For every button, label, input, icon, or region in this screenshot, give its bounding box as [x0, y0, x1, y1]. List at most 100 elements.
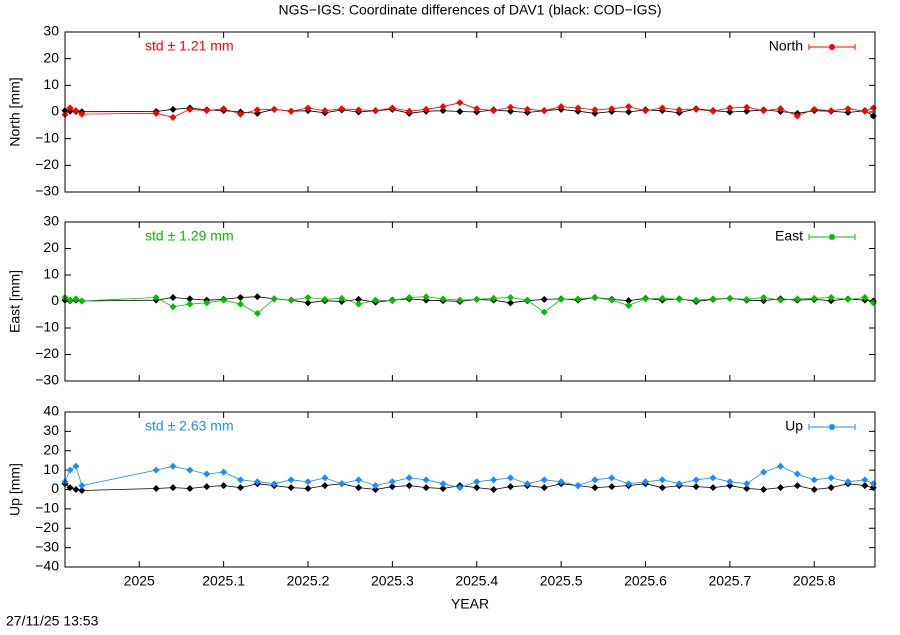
data-point [237, 294, 244, 302]
data-point [405, 294, 413, 302]
data-point [237, 300, 244, 308]
data-point [321, 474, 329, 482]
data-point [861, 294, 869, 302]
y-tick-label: −30 [35, 538, 59, 554]
data-point [304, 478, 312, 486]
x-tick-label: 2025.2 [287, 573, 330, 589]
x-tick-label: 2025.1 [202, 573, 245, 589]
data-point [743, 103, 751, 111]
chart-title: NGS−IGS: Coordinate differences of DAV1 … [278, 2, 661, 18]
data-point [574, 104, 582, 112]
data-point [422, 105, 430, 113]
data-point [439, 485, 447, 493]
data-point [237, 110, 244, 118]
data-point [523, 105, 531, 113]
data-point [321, 482, 329, 490]
data-point [220, 482, 228, 490]
data-point [760, 486, 768, 493]
plot-frame [64, 31, 876, 193]
data-point [743, 485, 751, 493]
data-point [726, 482, 734, 490]
data-point [270, 295, 278, 303]
data-point [490, 107, 498, 115]
data-point [473, 484, 481, 492]
data-point [78, 110, 86, 118]
data-point [760, 468, 768, 476]
data-point [810, 105, 818, 113]
data-point [388, 104, 396, 112]
data-point [507, 294, 514, 302]
data-point [372, 486, 379, 493]
data-point [557, 295, 565, 303]
data-point [709, 474, 717, 482]
data-point [608, 296, 616, 304]
data-point [253, 309, 261, 317]
data-point [869, 104, 877, 112]
data-point [507, 299, 514, 307]
data-point [355, 295, 363, 303]
data-point [388, 297, 396, 305]
data-point [372, 107, 379, 115]
data-point [338, 105, 346, 113]
data-point [760, 107, 768, 115]
data-point [743, 107, 751, 115]
data-point [861, 476, 869, 484]
data-point [540, 476, 548, 484]
data-point [439, 480, 447, 488]
data-point [625, 108, 633, 116]
data-point [253, 293, 261, 301]
data-point [844, 109, 852, 117]
data-point [152, 109, 160, 117]
x-tick-label: 2025.5 [540, 573, 583, 589]
legend-swatch [829, 234, 835, 240]
data-point [203, 107, 211, 115]
data-point [405, 474, 413, 482]
data-point [186, 105, 194, 113]
data-point [355, 300, 363, 308]
data-point [658, 104, 666, 112]
data-point [72, 462, 80, 470]
y-axis-label: East [mm] [7, 270, 23, 333]
data-point [540, 107, 548, 115]
data-point [540, 484, 548, 492]
data-point [844, 478, 852, 486]
y-tick-label: −30 [35, 372, 59, 388]
data-point [355, 106, 363, 114]
y-tick-label: −10 [35, 319, 59, 335]
data-point [66, 466, 74, 474]
series-line [64, 107, 874, 117]
data-point [523, 480, 531, 488]
data-point [72, 486, 80, 493]
data-point [355, 484, 363, 492]
data-point [726, 294, 734, 302]
data-point [608, 483, 616, 491]
data-point [66, 484, 74, 492]
panel: −30 −20 −10 0 10 20 30 North [mm] North std ± 1.2… [7, 23, 877, 199]
data-point [456, 99, 464, 107]
y-tick-label: 20 [43, 239, 59, 255]
data-point [186, 300, 194, 308]
data-point [625, 480, 633, 488]
legend-label: East [775, 228, 803, 244]
data-point [810, 486, 818, 493]
data-point [422, 484, 430, 492]
data-point [169, 484, 177, 492]
data-point [66, 296, 74, 304]
data-point [388, 478, 396, 486]
data-point [186, 485, 194, 493]
data-point [591, 294, 599, 302]
data-point [203, 299, 211, 307]
data-point [169, 105, 177, 113]
data-point [625, 297, 633, 305]
data-point [743, 295, 751, 303]
y-tick-label: 0 [51, 292, 59, 308]
data-point [66, 104, 74, 112]
data-point [642, 107, 649, 115]
data-point [861, 107, 869, 115]
data-point [726, 104, 734, 112]
data-point [827, 474, 835, 482]
data-point [726, 478, 734, 486]
data-point [777, 484, 784, 492]
data-point [405, 107, 413, 115]
data-point [186, 295, 194, 303]
